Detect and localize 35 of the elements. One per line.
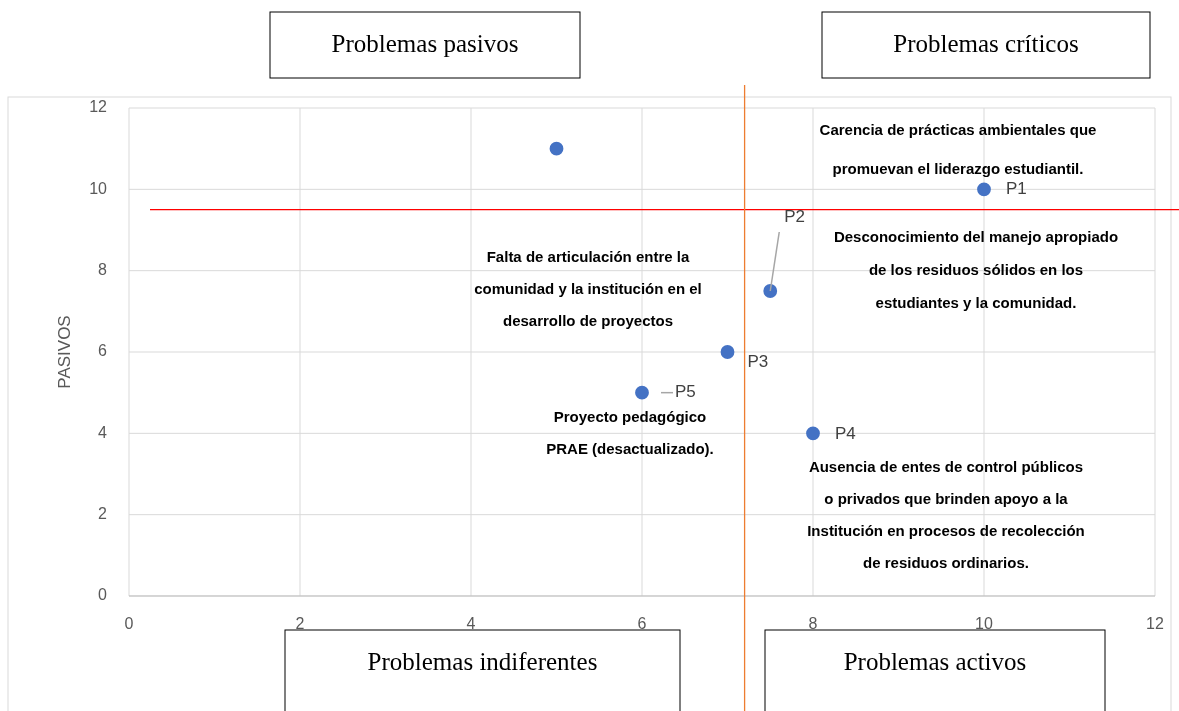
y-tick-label: 10 — [89, 179, 108, 197]
x-tick-label: 12 — [1146, 615, 1164, 632]
y-tick-label: 12 — [89, 98, 108, 116]
text: Problemas críticos — [893, 29, 1079, 57]
annotation: Desconocimiento del manejo apropiado de los residuos sólidos en los estudiantes y la comunidad. — [833, 227, 1119, 311]
point — [720, 345, 735, 359]
x-tick-label: 10 — [975, 615, 993, 632]
y-axis-title: PASIVOS — [55, 315, 75, 389]
annotation: P5 — [675, 382, 696, 402]
annotation: P4 — [835, 423, 856, 443]
y-tick-label: 4 — [98, 423, 108, 441]
y-tick-label: 0 — [98, 586, 108, 604]
text: Problemas pasivos — [331, 29, 519, 57]
x-tick-label: 2 — [295, 615, 305, 632]
x-tick-label: 8 — [808, 615, 818, 632]
annotation: Falta de articulación entre la comunidad y la institución en el desarrollo de proyectos — [474, 247, 702, 329]
text: Carencia de prácticas ambientales que promuevan el liderazgo estudiantil. — [819, 120, 1097, 177]
point — [635, 385, 649, 400]
y-tick-label: 6 — [98, 342, 108, 360]
annotation: P1 — [1006, 178, 1027, 198]
text: Problemas indiferentes — [367, 647, 598, 675]
annotation: P3 — [747, 352, 769, 372]
x-tick-label: 4 — [466, 615, 476, 632]
annotation: Proyecto pedagógico PRAE (desactualizado). — [546, 407, 714, 457]
x-tick-label: 0 — [124, 615, 134, 632]
x-tick-label: 6 — [637, 615, 647, 632]
annotation: Ausencia de entes de control públicos o privados que brinden apoyo a la Institución en procesos de recolección de residuos ordinarios. — [807, 457, 1085, 571]
text: Problemas activos — [843, 647, 1027, 675]
annotation: P2 — [784, 207, 806, 227]
point — [806, 426, 820, 441]
point — [977, 182, 991, 197]
y-tick-label: 2 — [98, 504, 108, 522]
point — [763, 284, 778, 298]
point — [549, 141, 564, 156]
y-tick-label: 8 — [98, 260, 108, 278]
